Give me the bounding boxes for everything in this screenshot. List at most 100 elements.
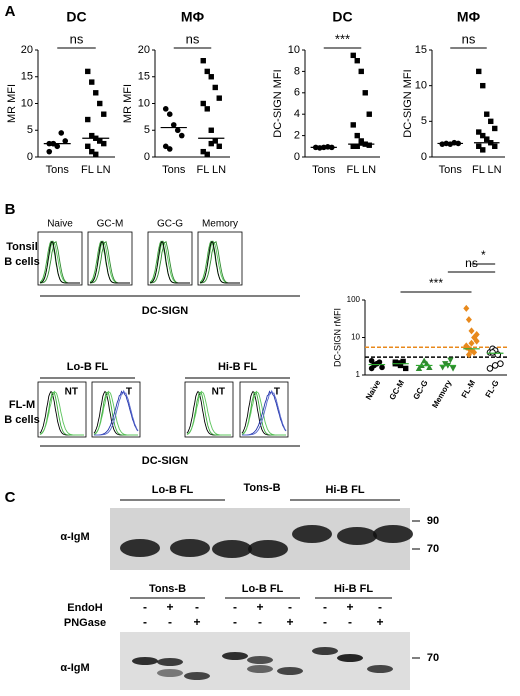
point (468, 327, 475, 335)
treatment-sign: - (348, 615, 352, 629)
x-tick-label: Tons (312, 164, 336, 176)
y-tick-label: 10 (351, 333, 360, 342)
row-label: B cells (4, 256, 39, 268)
y-axis-label: DC-SIGN rMFI (332, 308, 342, 367)
significance: ns (186, 31, 200, 46)
y-tick-label: 10 (138, 97, 150, 109)
point (484, 136, 490, 142)
histogram-curve (149, 240, 190, 284)
point (473, 337, 480, 345)
histogram-curve (93, 390, 138, 436)
point (166, 111, 173, 117)
point (216, 143, 222, 149)
y-tick-label: 100 (347, 295, 361, 304)
blot-band (184, 672, 210, 680)
blot-band (170, 539, 210, 557)
point (170, 122, 177, 128)
point (354, 58, 360, 64)
histogram-tag: NT (212, 387, 225, 398)
antibody-label: α-IgM (60, 662, 89, 674)
point (358, 140, 364, 146)
group-label: Hi-B FL (218, 361, 257, 373)
row-label: Tonsil (6, 241, 38, 253)
treatment-sign: + (286, 615, 293, 629)
point (403, 365, 409, 372)
point (465, 351, 472, 359)
point (415, 365, 423, 371)
point (480, 82, 486, 89)
chart-title: DC (332, 9, 352, 25)
axis-label: DC-SIGN (142, 305, 189, 317)
point (89, 79, 95, 85)
y-tick-label: 5 (27, 124, 33, 136)
treatment-sign: - (143, 615, 147, 629)
point (420, 357, 428, 364)
x-tick-label: Tons (46, 164, 70, 176)
x-tick-label: GC-G (411, 379, 429, 402)
size-marker: 90 (427, 515, 439, 527)
panel-label: B (5, 201, 16, 218)
point (204, 106, 210, 112)
point (439, 364, 446, 371)
y-tick-label: 20 (138, 44, 150, 56)
x-tick-label: Memory (430, 378, 453, 410)
x-tick-label: FL-G (484, 379, 501, 400)
x-tick-label: FL LN (346, 164, 376, 176)
point (350, 143, 356, 149)
point (476, 143, 482, 149)
point (489, 349, 496, 356)
treatment-sign: + (346, 600, 353, 614)
panel-label: C (5, 489, 16, 506)
point (463, 304, 470, 312)
group-label: Lo-B FL (152, 484, 194, 496)
blot-band (292, 525, 332, 543)
x-tick-label: Tons (162, 164, 186, 176)
treatment-sign: - (258, 615, 262, 629)
point (354, 143, 360, 149)
group-label: Hi-B FL (325, 484, 364, 496)
point (492, 125, 498, 132)
y-tick-label: 15 (415, 44, 427, 56)
histogram-tag: NT (65, 387, 78, 398)
treatment-sign: - (323, 600, 327, 614)
treatment-sign: - (195, 600, 199, 614)
point (468, 339, 475, 347)
chart-title: MΦ (181, 9, 205, 25)
point (101, 111, 107, 117)
point (442, 361, 449, 367)
point (400, 358, 406, 365)
histogram-curve (39, 240, 80, 284)
point (449, 365, 457, 372)
y-tick-label: 5 (421, 115, 427, 127)
histogram-title: GC-M (97, 219, 124, 230)
point (93, 151, 99, 158)
antibody-label: α-IgM (60, 531, 89, 543)
treatment-sign: + (256, 600, 263, 614)
chart-title: DC (66, 9, 86, 25)
group-label: Lo-B FL (242, 583, 284, 595)
histogram-title: GC-G (157, 219, 183, 230)
y-tick-label: 10 (288, 44, 300, 56)
blot-band (247, 656, 273, 664)
comparison-label: *** (429, 276, 443, 290)
point (471, 348, 478, 356)
point (85, 116, 91, 123)
y-axis-label: DC-SIGN MFI (402, 69, 414, 137)
y-tick-label: 0 (294, 151, 300, 163)
y-tick-label: 5 (144, 124, 150, 136)
group-label: Tons-B (149, 583, 186, 595)
histogram-curve (242, 389, 287, 436)
point (166, 146, 173, 152)
treatment-sign: - (143, 600, 147, 614)
x-tick-label: Tons (439, 164, 463, 176)
group-label: Tons-B (243, 482, 280, 494)
point (89, 132, 95, 139)
point (200, 100, 206, 107)
treatment-sign: - (378, 600, 382, 614)
blot-band (367, 665, 393, 673)
blot-band (373, 525, 413, 543)
point (162, 106, 169, 112)
point (89, 148, 95, 155)
x-tick-label: GC-M (388, 378, 407, 401)
